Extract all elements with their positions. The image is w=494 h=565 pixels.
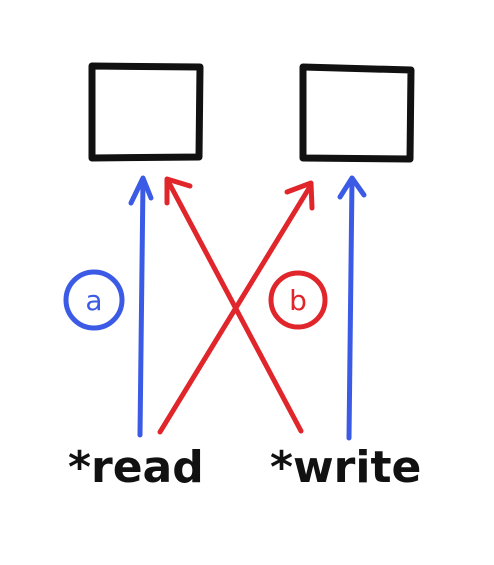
arrow-a-head (128, 175, 154, 206)
label-read: *read (68, 442, 204, 493)
arrow-write-to-right-box (337, 175, 367, 441)
arrow-b-shaft (157, 182, 314, 435)
right-box (299, 63, 415, 163)
label-write: *write (270, 442, 421, 493)
marker-b-letter: b (289, 284, 307, 317)
marker-a-circle (63, 269, 125, 331)
arrow-a-read-to-left-box (128, 175, 154, 438)
arrow-b-read-to-right-box (157, 180, 315, 435)
marker-a: a (63, 269, 125, 331)
marker-b: b (268, 270, 328, 330)
arrow-red-left-head (164, 176, 193, 206)
arrow-b-head (284, 180, 315, 211)
arrow-write-to-left-box (164, 176, 304, 434)
arrow-right-blue-head (337, 175, 367, 200)
marker-b-circle (268, 270, 328, 330)
left-box (88, 62, 204, 162)
arrow-a-shaft (137, 177, 146, 438)
marker-a-letter: a (85, 284, 102, 317)
arrow-right-blue-shaft (346, 177, 355, 441)
